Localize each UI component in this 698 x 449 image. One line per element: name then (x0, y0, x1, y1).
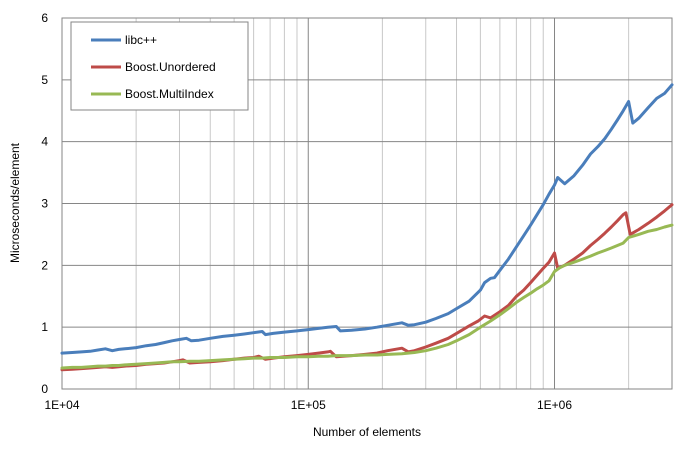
x-axis-title: Number of elements (313, 425, 421, 439)
x-tick-label: 1E+04 (44, 398, 79, 412)
x-tick-label: 1E+06 (537, 398, 572, 412)
y-tick-label: 0 (41, 382, 48, 396)
legend-label-libcpp: libc++ (125, 33, 157, 47)
legend-label-boost-unordered: Boost.Unordered (125, 60, 216, 74)
series-line-boost-multiindex (60, 223, 674, 370)
legend-label-boost-multiindex: Boost.MultiIndex (125, 87, 214, 101)
y-tick-label: 1 (41, 320, 48, 334)
y-tick-label: 4 (41, 135, 48, 149)
y-tick-label: 5 (41, 73, 48, 87)
y-tick-label: 6 (41, 11, 48, 25)
series-lines (60, 83, 674, 372)
y-tick-label: 2 (41, 258, 48, 272)
x-tick-label: 1E+05 (291, 398, 326, 412)
tick-labels: 0 1 2 3 4 5 6 1E+04 1E+05 1E+06 (41, 11, 572, 412)
y-tick-label: 3 (41, 197, 48, 211)
legend: libc++ Boost.Unordered Boost.MultiIndex (70, 21, 249, 111)
y-axis-title: Microseconds/element (8, 142, 22, 263)
series-line-libcpp (60, 83, 674, 355)
